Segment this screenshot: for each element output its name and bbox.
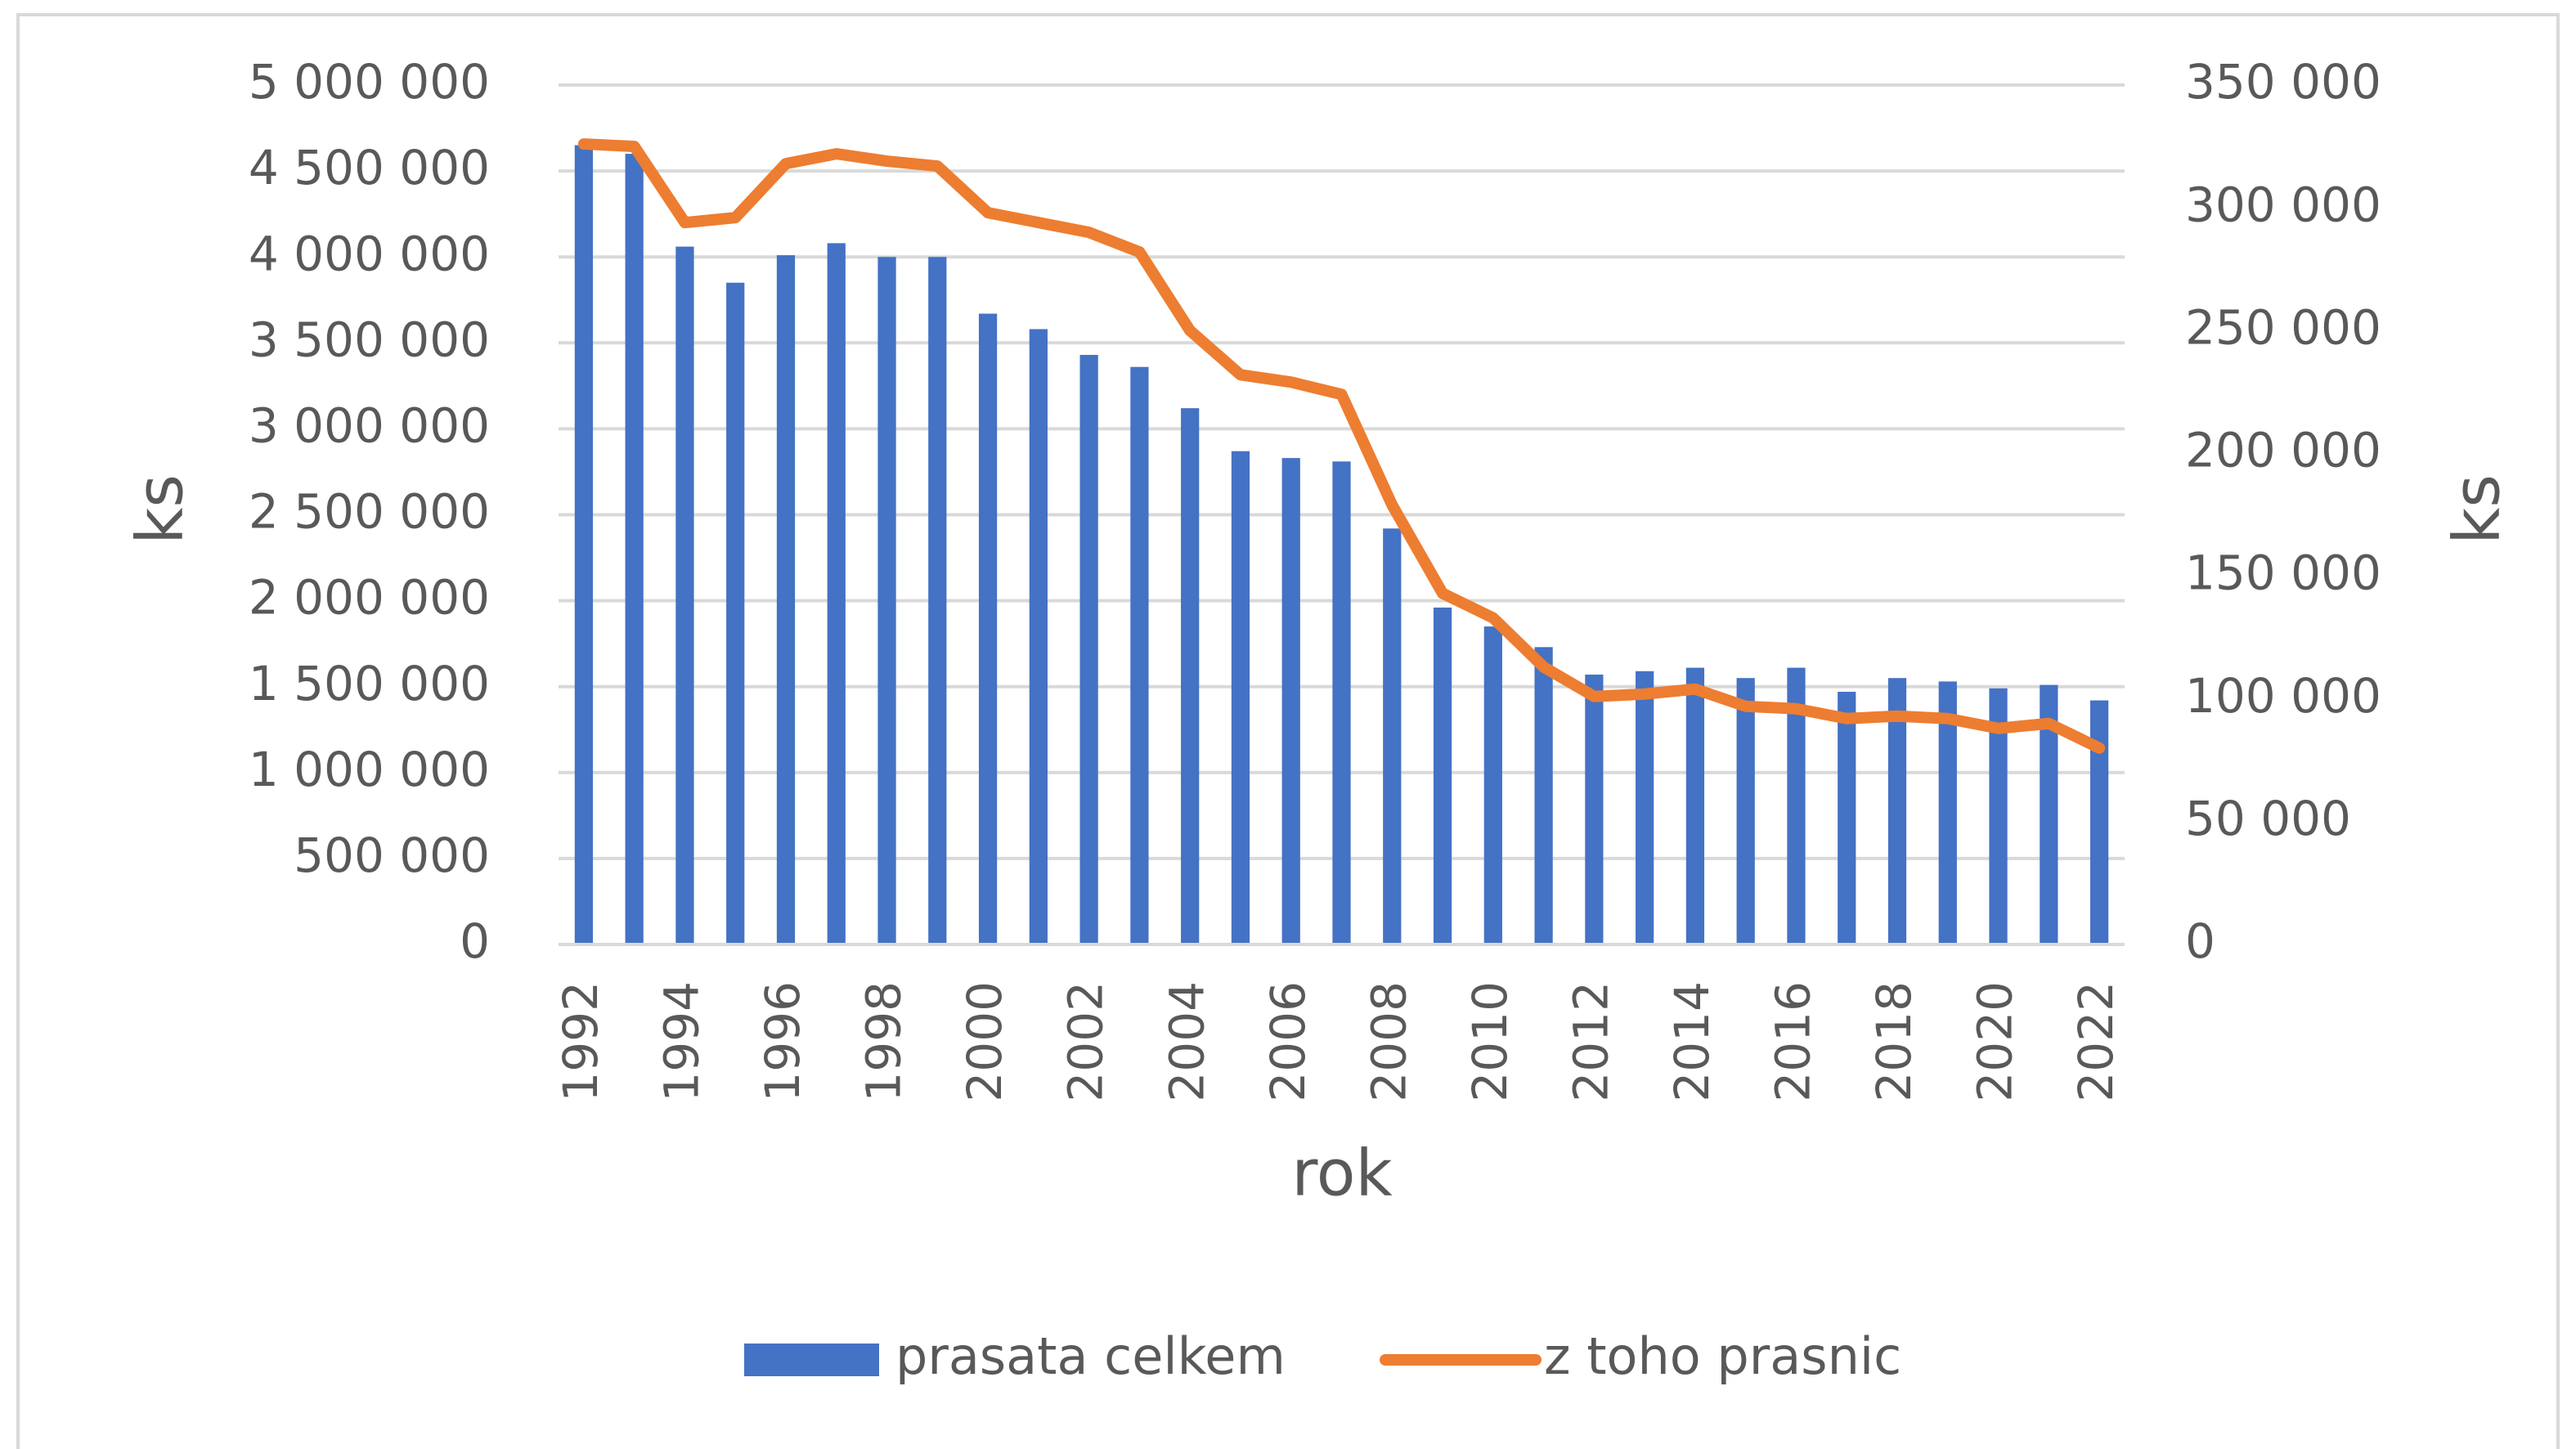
line [577,138,2106,754]
bar [726,282,745,945]
bar [1838,692,1856,944]
bar [1332,461,1351,944]
bar [625,154,644,944]
y-tick-label: 2 500 000 [249,484,490,540]
y2-tick-label: 300 000 [2185,177,2381,232]
y2-tick-label: 50 000 [2185,791,2351,846]
bar [1989,688,2008,944]
bar [776,255,796,944]
y-tick-label: 0 [460,913,490,969]
y-tick-label: 2 000 000 [249,570,490,626]
bar [1231,451,1250,944]
y2-tick-label: 100 000 [2185,668,2381,724]
x-tick-label: 2002 [1058,981,1114,1102]
y2-tick-label: 0 [2185,913,2215,969]
x-tick-label: 1994 [654,981,710,1102]
y-tick-label: 500 000 [294,828,490,883]
bar [827,243,846,944]
bar [1585,674,1604,944]
bar [1787,667,1806,944]
y-tick-label: 4 000 000 [249,226,490,281]
bar [1483,626,1502,944]
x-tick-label: 2022 [2068,981,2124,1102]
y2-tick-label: 250 000 [2185,299,2381,355]
chart-frame [16,13,2560,1449]
y-axis-title: ks [123,474,197,545]
y-tick-label: 4 500 000 [249,140,490,195]
y2-tick-label: 350 000 [2185,54,2381,110]
bar [574,145,594,944]
y-tick-label: 3 000 000 [249,398,490,454]
x-tick-label: 2014 [1664,981,1720,1102]
bar [2089,700,2109,944]
x-tick-label: 1992 [553,981,608,1102]
x-tick-label: 2018 [1866,981,1922,1102]
bar [1029,329,1048,944]
bar [2040,684,2058,944]
bar [1534,647,1553,944]
y2-tick-label: 150 000 [2185,545,2381,601]
bar [1938,681,1957,944]
bar [1636,671,1654,944]
legend-label: z toho prasnic [1544,1326,1901,1386]
x-tick-label: 2010 [1462,981,1518,1102]
y-tick-label: 3 500 000 [249,312,490,367]
bar [675,246,694,944]
y-tick-label: 1 500 000 [249,656,490,711]
bar [1433,608,1452,944]
x-tick-label: 2006 [1260,981,1316,1102]
y-tick-label: 1 000 000 [249,742,490,797]
x-tick-label: 2020 [1968,981,2023,1102]
bar [1887,678,1907,944]
x-tick-label: 1998 [856,981,912,1102]
legend-label: prasata celkem [895,1326,1286,1386]
y2-tick-label: 200 000 [2185,423,2381,478]
y2-axis-title: ks [2440,474,2514,545]
x-tick-label: 2016 [1766,981,1821,1102]
bar [877,257,896,944]
bar [1079,355,1098,944]
bar [1685,667,1705,944]
x-axis-title: rok [1291,1137,1392,1210]
x-tick-label: 2000 [957,981,1012,1102]
bar [928,257,947,944]
legend-swatch [744,1344,879,1376]
x-tick-label: 2012 [1563,981,1618,1102]
x-tick-label: 2004 [1159,981,1214,1102]
y-tick-label: 5 000 000 [249,54,490,110]
x-tick-label: 2008 [1361,981,1416,1102]
bar [978,313,998,944]
bar [1281,458,1300,944]
bar [1181,408,1200,944]
x-tick-label: 1996 [755,981,810,1102]
bar [1130,366,1149,944]
bar [1383,528,1402,944]
bar [1736,678,1755,944]
